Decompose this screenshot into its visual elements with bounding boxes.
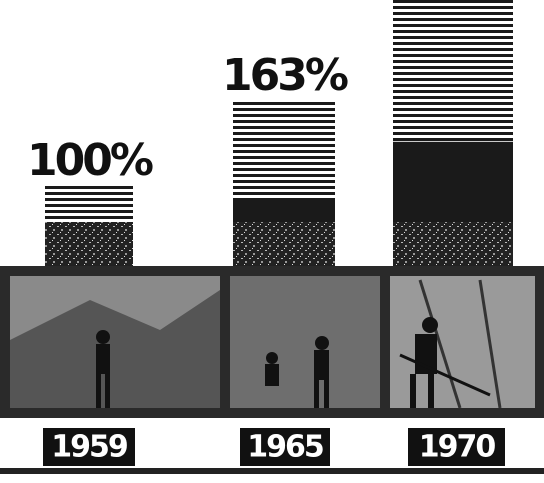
bar: [45, 184, 133, 268]
bar-grain: [393, 222, 513, 268]
bar: [233, 99, 335, 268]
year-box: [240, 428, 330, 466]
year-box: [43, 428, 135, 466]
illustration-strip: [0, 266, 544, 418]
x-tick-label: 1959: [51, 430, 127, 465]
bar-grain: [45, 222, 133, 268]
value-label: 100%: [27, 135, 153, 186]
x-tick-label: 1965: [247, 430, 323, 465]
bar-grain: [233, 222, 335, 268]
bar: [393, 0, 513, 268]
base-rule: [0, 468, 544, 474]
value-label: 163%: [222, 50, 348, 101]
year-box: [408, 428, 505, 466]
x-tick-label: 1970: [419, 430, 496, 465]
